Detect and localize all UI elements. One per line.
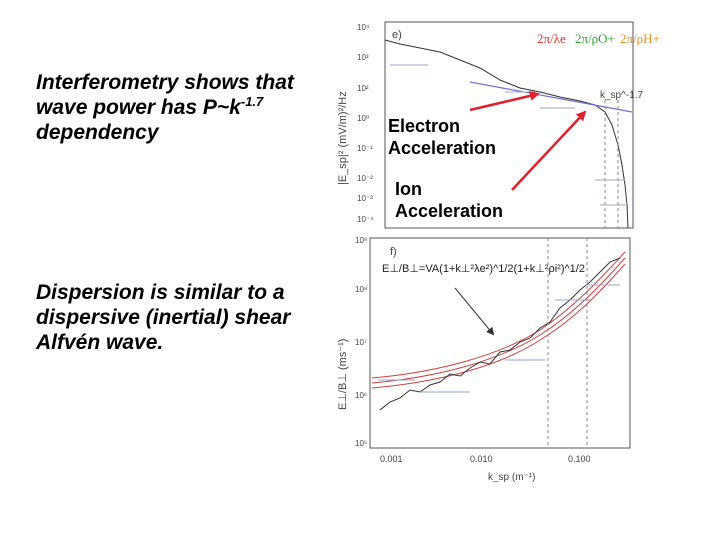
panel-f-xtick: 0.001 — [380, 454, 403, 464]
panel-f-ytick: 10⁹ — [355, 236, 367, 245]
legend-electron-scale: 2π/λe — [537, 31, 566, 46]
panel-e-ytick: 10⁻¹ — [357, 144, 373, 153]
ion-acceleration-arrow — [511, 110, 587, 191]
panel-f-xtick: 0.100 — [568, 454, 591, 464]
fit-slope-label: k_sp^-1.7 — [600, 90, 643, 101]
panel-f-ytick: 10⁵ — [355, 439, 367, 448]
dispersion-statement: Dispersion is similar to a dispersive (i… — [36, 281, 291, 354]
measured-ratio-trace — [379, 257, 621, 411]
wave-power-text-end: dependency — [36, 121, 159, 144]
panel-e-ytick: 10⁻³ — [357, 194, 373, 203]
panel-f: f) E⊥/B⊥=VA(1+k⊥²λe²)^1/2(1+k⊥²ρi²)^1/2 … — [337, 236, 631, 483]
electron-acceleration-label: Electron Acceleration — [388, 115, 497, 159]
panel-e-label: e) — [392, 29, 402, 41]
panel-f-frame — [369, 237, 631, 449]
panel-f-error-bars — [378, 284, 620, 393]
electron-acceleration-arrow — [469, 90, 540, 112]
power-law-exponent: -1.7 — [240, 94, 264, 109]
power-spectrum-trace — [384, 39, 629, 229]
panel-e: e) 10⁴ 10³ 10² 10⁰ 10⁻¹ 10⁻² 10⁻³ 10⁻⁴ |… — [337, 21, 660, 229]
electron-label-line: Electron — [388, 116, 461, 136]
panel-f-label: f) — [390, 246, 397, 258]
panel-f-xlabel: k_sp (m⁻¹) — [488, 472, 536, 483]
panel-e-ytick: 10⁴ — [357, 23, 370, 32]
electron-label-line: Acceleration — [388, 138, 497, 158]
pointer-arrow — [454, 287, 495, 336]
panel-e-ylabel: |E_sp|² (mV/m)²/Hz — [337, 91, 349, 185]
panel-f-ytick: 10⁶ — [355, 391, 367, 400]
legend-hydrogen-scale: 2π/ρH+ — [620, 31, 660, 46]
panel-e-ytick: 10² — [357, 84, 369, 93]
panel-e-ytick: 10⁻² — [357, 174, 373, 183]
wave-power-statement: Interferometry shows that wave power has… — [36, 70, 296, 145]
panel-f-xtick: 0.010 — [470, 454, 493, 464]
dispersion-formula: E⊥/B⊥=VA(1+k⊥²λe²)^1/2(1+k⊥²ρi²)^1/2 — [382, 263, 585, 275]
wave-power-text: Interferometry shows that wave power has… — [36, 71, 294, 119]
model-curve-lower — [371, 263, 626, 389]
ion-label-line: Acceleration — [395, 201, 504, 221]
legend-oxygen-scale: 2π/ρO+ — [575, 31, 615, 46]
panel-f-ytick: 10⁷ — [355, 338, 367, 347]
panel-f-ytick: 10⁸ — [355, 285, 367, 294]
panel-e-frame — [384, 21, 634, 229]
panel-e-ytick: 10⁻⁴ — [357, 215, 374, 224]
ion-label-line: Ion — [395, 179, 422, 199]
panel-e-ytick: 10⁰ — [357, 114, 369, 123]
panel-f-ylabel: E⊥/B⊥ (ms⁻¹) — [337, 339, 349, 410]
ion-acceleration-label: Ion Acceleration — [395, 178, 504, 222]
panel-e-ytick: 10³ — [357, 53, 369, 62]
model-curve-middle — [371, 257, 626, 384]
